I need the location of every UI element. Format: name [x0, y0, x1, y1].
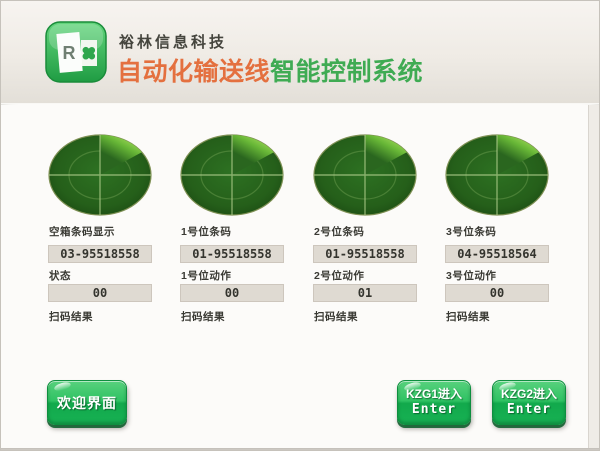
pos1-action-label: 1号位动作 — [181, 270, 232, 282]
radar-display-icon — [48, 134, 152, 216]
welcome-screen-button[interactable]: 欢迎界面 — [47, 380, 127, 425]
pos1-action-field[interactable]: 00 — [180, 284, 284, 302]
empty-box-scan-result-label: 扫码结果 — [49, 311, 93, 323]
status-field[interactable]: 00 — [48, 284, 152, 302]
station-pos2: 2号位条码 01-95518558 2号位动作 01 扫码结果 — [313, 113, 417, 329]
pos2-barcode-label: 2号位条码 — [314, 226, 365, 238]
pos3-scan-result-label: 扫码结果 — [446, 311, 490, 323]
kzg1-enter-label: Enter — [411, 402, 457, 417]
station-pos3: 3号位条码 04-95518564 3号位动作 00 扫码结果 — [445, 113, 549, 329]
pos3-barcode-field[interactable]: 04-95518564 — [445, 245, 549, 263]
bottom-edge-strip — [1, 448, 599, 450]
pos3-action-label: 3号位动作 — [446, 270, 497, 282]
kzg2-button-label: KZG2进入 — [500, 387, 557, 401]
pos1-scan-result-label: 扫码结果 — [181, 311, 225, 323]
radar-display-icon — [313, 134, 417, 216]
pos2-action-field[interactable]: 01 — [313, 284, 417, 302]
pos2-scan-result-label: 扫码结果 — [314, 311, 358, 323]
empty-box-barcode-label: 空箱条码显示 — [49, 226, 115, 238]
pos3-barcode-label: 3号位条码 — [446, 226, 497, 238]
station-pos1: 1号位条码 01-95518558 1号位动作 00 扫码结果 — [180, 113, 284, 329]
pos2-action-label: 2号位动作 — [314, 270, 365, 282]
pos1-barcode-field[interactable]: 01-95518558 — [180, 245, 284, 263]
kzg1-enter-button[interactable]: KZG1进入 Enter — [397, 380, 471, 425]
app-title-part2: 智能控制系统 — [270, 58, 424, 86]
app-logo-icon: R — [45, 21, 107, 83]
status-label: 状态 — [49, 270, 71, 282]
kzg2-enter-label: Enter — [506, 402, 552, 417]
right-edge-strip — [588, 105, 599, 448]
pos2-barcode-field[interactable]: 01-95518558 — [313, 245, 417, 263]
station-empty-box: 空箱条码显示 03-95518558 状态 00 扫码结果 — [48, 113, 152, 329]
app-header: R 裕林信息科技 自动化输送线智能控制系统 — [1, 1, 599, 104]
empty-box-barcode-field[interactable]: 03-95518558 — [48, 245, 152, 263]
app-title: 自动化输送线智能控制系统 — [117, 52, 423, 88]
pos1-barcode-label: 1号位条码 — [181, 226, 232, 238]
pos3-action-field[interactable]: 00 — [445, 284, 549, 302]
radar-display-icon — [445, 134, 549, 216]
company-name: 裕林信息科技 — [119, 35, 228, 51]
radar-display-icon — [180, 134, 284, 216]
app-title-part1: 自动化输送线 — [117, 58, 271, 86]
welcome-button-label: 欢迎界面 — [57, 394, 117, 411]
logo-letter: R — [63, 43, 76, 63]
kzg2-enter-button[interactable]: KZG2进入 Enter — [492, 380, 566, 425]
kzg1-button-label: KZG1进入 — [405, 387, 462, 401]
